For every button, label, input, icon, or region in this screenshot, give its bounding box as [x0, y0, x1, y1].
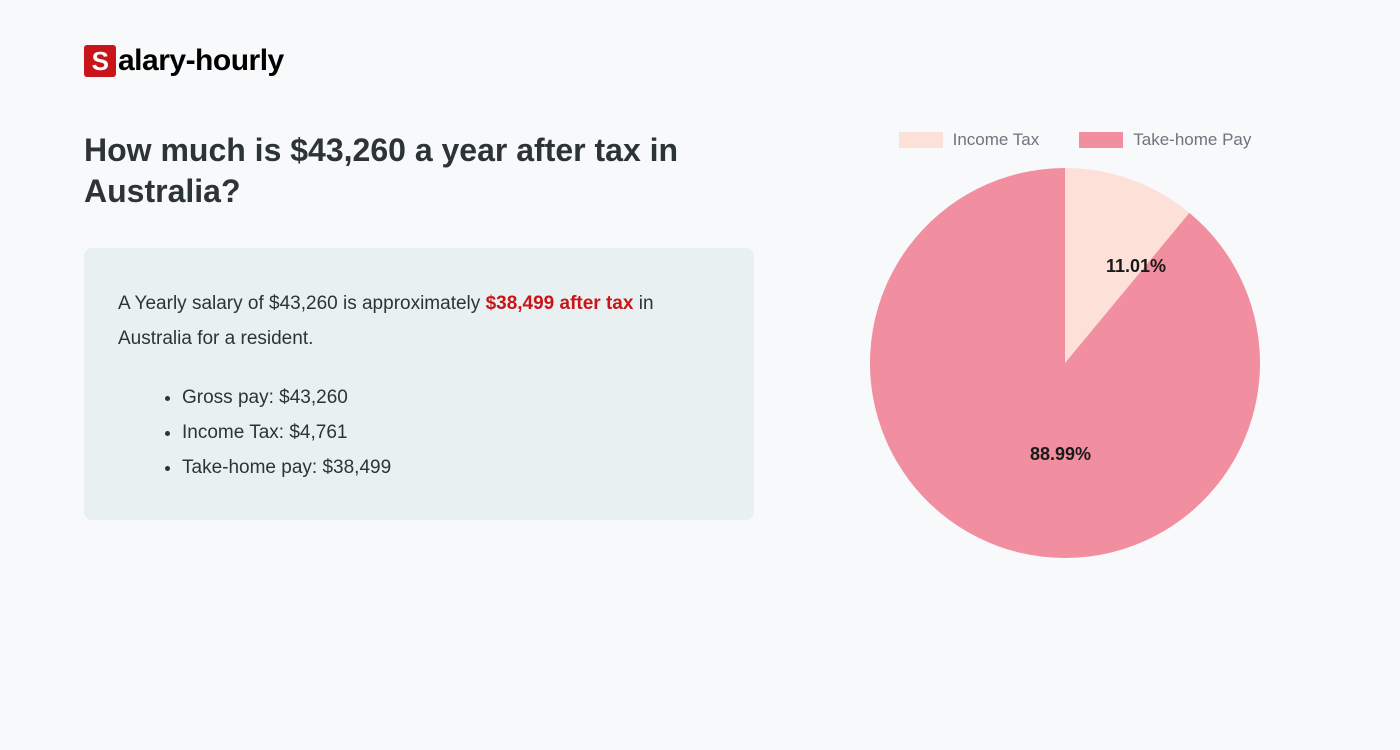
logo-text: alary-hourly — [118, 44, 284, 78]
logo-badge: S — [84, 45, 116, 77]
list-item: Income Tax: $4,761 — [182, 415, 720, 450]
summary-box: A Yearly salary of $43,260 is approximat… — [84, 248, 754, 520]
site-logo: Salary-hourly — [84, 44, 1316, 78]
summary-prefix: A Yearly salary of $43,260 is approximat… — [118, 293, 486, 314]
legend-item-take-home: Take-home Pay — [1079, 130, 1251, 150]
legend-label: Take-home Pay — [1133, 130, 1251, 150]
pie-chart: 11.01% 88.99% — [870, 168, 1260, 558]
chart-column: Income Tax Take-home Pay 11.01% 88.99% — [814, 130, 1316, 558]
main-content: How much is $43,260 a year after tax in … — [84, 130, 1316, 558]
legend-swatch — [899, 132, 943, 148]
slice-label-income-tax: 11.01% — [1106, 256, 1166, 277]
bullet-list: Gross pay: $43,260 Income Tax: $4,761 Ta… — [118, 380, 720, 485]
list-item: Take-home pay: $38,499 — [182, 450, 720, 485]
legend-label: Income Tax — [953, 130, 1040, 150]
summary-text: A Yearly salary of $43,260 is approximat… — [118, 286, 720, 356]
left-column: How much is $43,260 a year after tax in … — [84, 130, 754, 558]
summary-highlight: $38,499 after tax — [486, 293, 634, 314]
legend-swatch — [1079, 132, 1123, 148]
slice-label-take-home: 88.99% — [1030, 444, 1091, 465]
page-title: How much is $43,260 a year after tax in … — [84, 130, 754, 212]
list-item: Gross pay: $43,260 — [182, 380, 720, 415]
chart-legend: Income Tax Take-home Pay — [899, 130, 1252, 150]
legend-item-income-tax: Income Tax — [899, 130, 1040, 150]
pie-svg — [870, 168, 1260, 558]
